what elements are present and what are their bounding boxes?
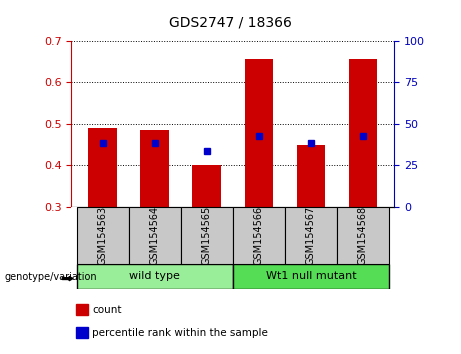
Bar: [244, 59, 273, 207]
Text: GSM154567: GSM154567: [306, 206, 316, 265]
Text: GDS2747 / 18366: GDS2747 / 18366: [169, 16, 292, 30]
Bar: [285, 207, 337, 264]
Text: count: count: [92, 305, 122, 315]
Bar: [181, 207, 233, 264]
Text: GSM154566: GSM154566: [254, 206, 264, 265]
Bar: [296, 145, 325, 207]
Text: GSM154563: GSM154563: [98, 206, 108, 265]
Text: genotype/variation: genotype/variation: [5, 272, 97, 282]
Text: GSM154565: GSM154565: [202, 206, 212, 265]
Bar: [141, 130, 169, 207]
Bar: [89, 128, 117, 207]
Bar: [193, 166, 221, 207]
Bar: [233, 264, 389, 289]
Text: GSM154564: GSM154564: [150, 206, 160, 265]
Text: percentile rank within the sample: percentile rank within the sample: [92, 328, 268, 338]
Bar: [349, 59, 377, 207]
Text: Wt1 null mutant: Wt1 null mutant: [266, 271, 356, 281]
Text: GSM154568: GSM154568: [358, 206, 368, 265]
Bar: [233, 207, 285, 264]
Bar: [77, 207, 129, 264]
Bar: [129, 207, 181, 264]
Bar: [337, 207, 389, 264]
Text: wild type: wild type: [129, 271, 180, 281]
Bar: [77, 264, 233, 289]
